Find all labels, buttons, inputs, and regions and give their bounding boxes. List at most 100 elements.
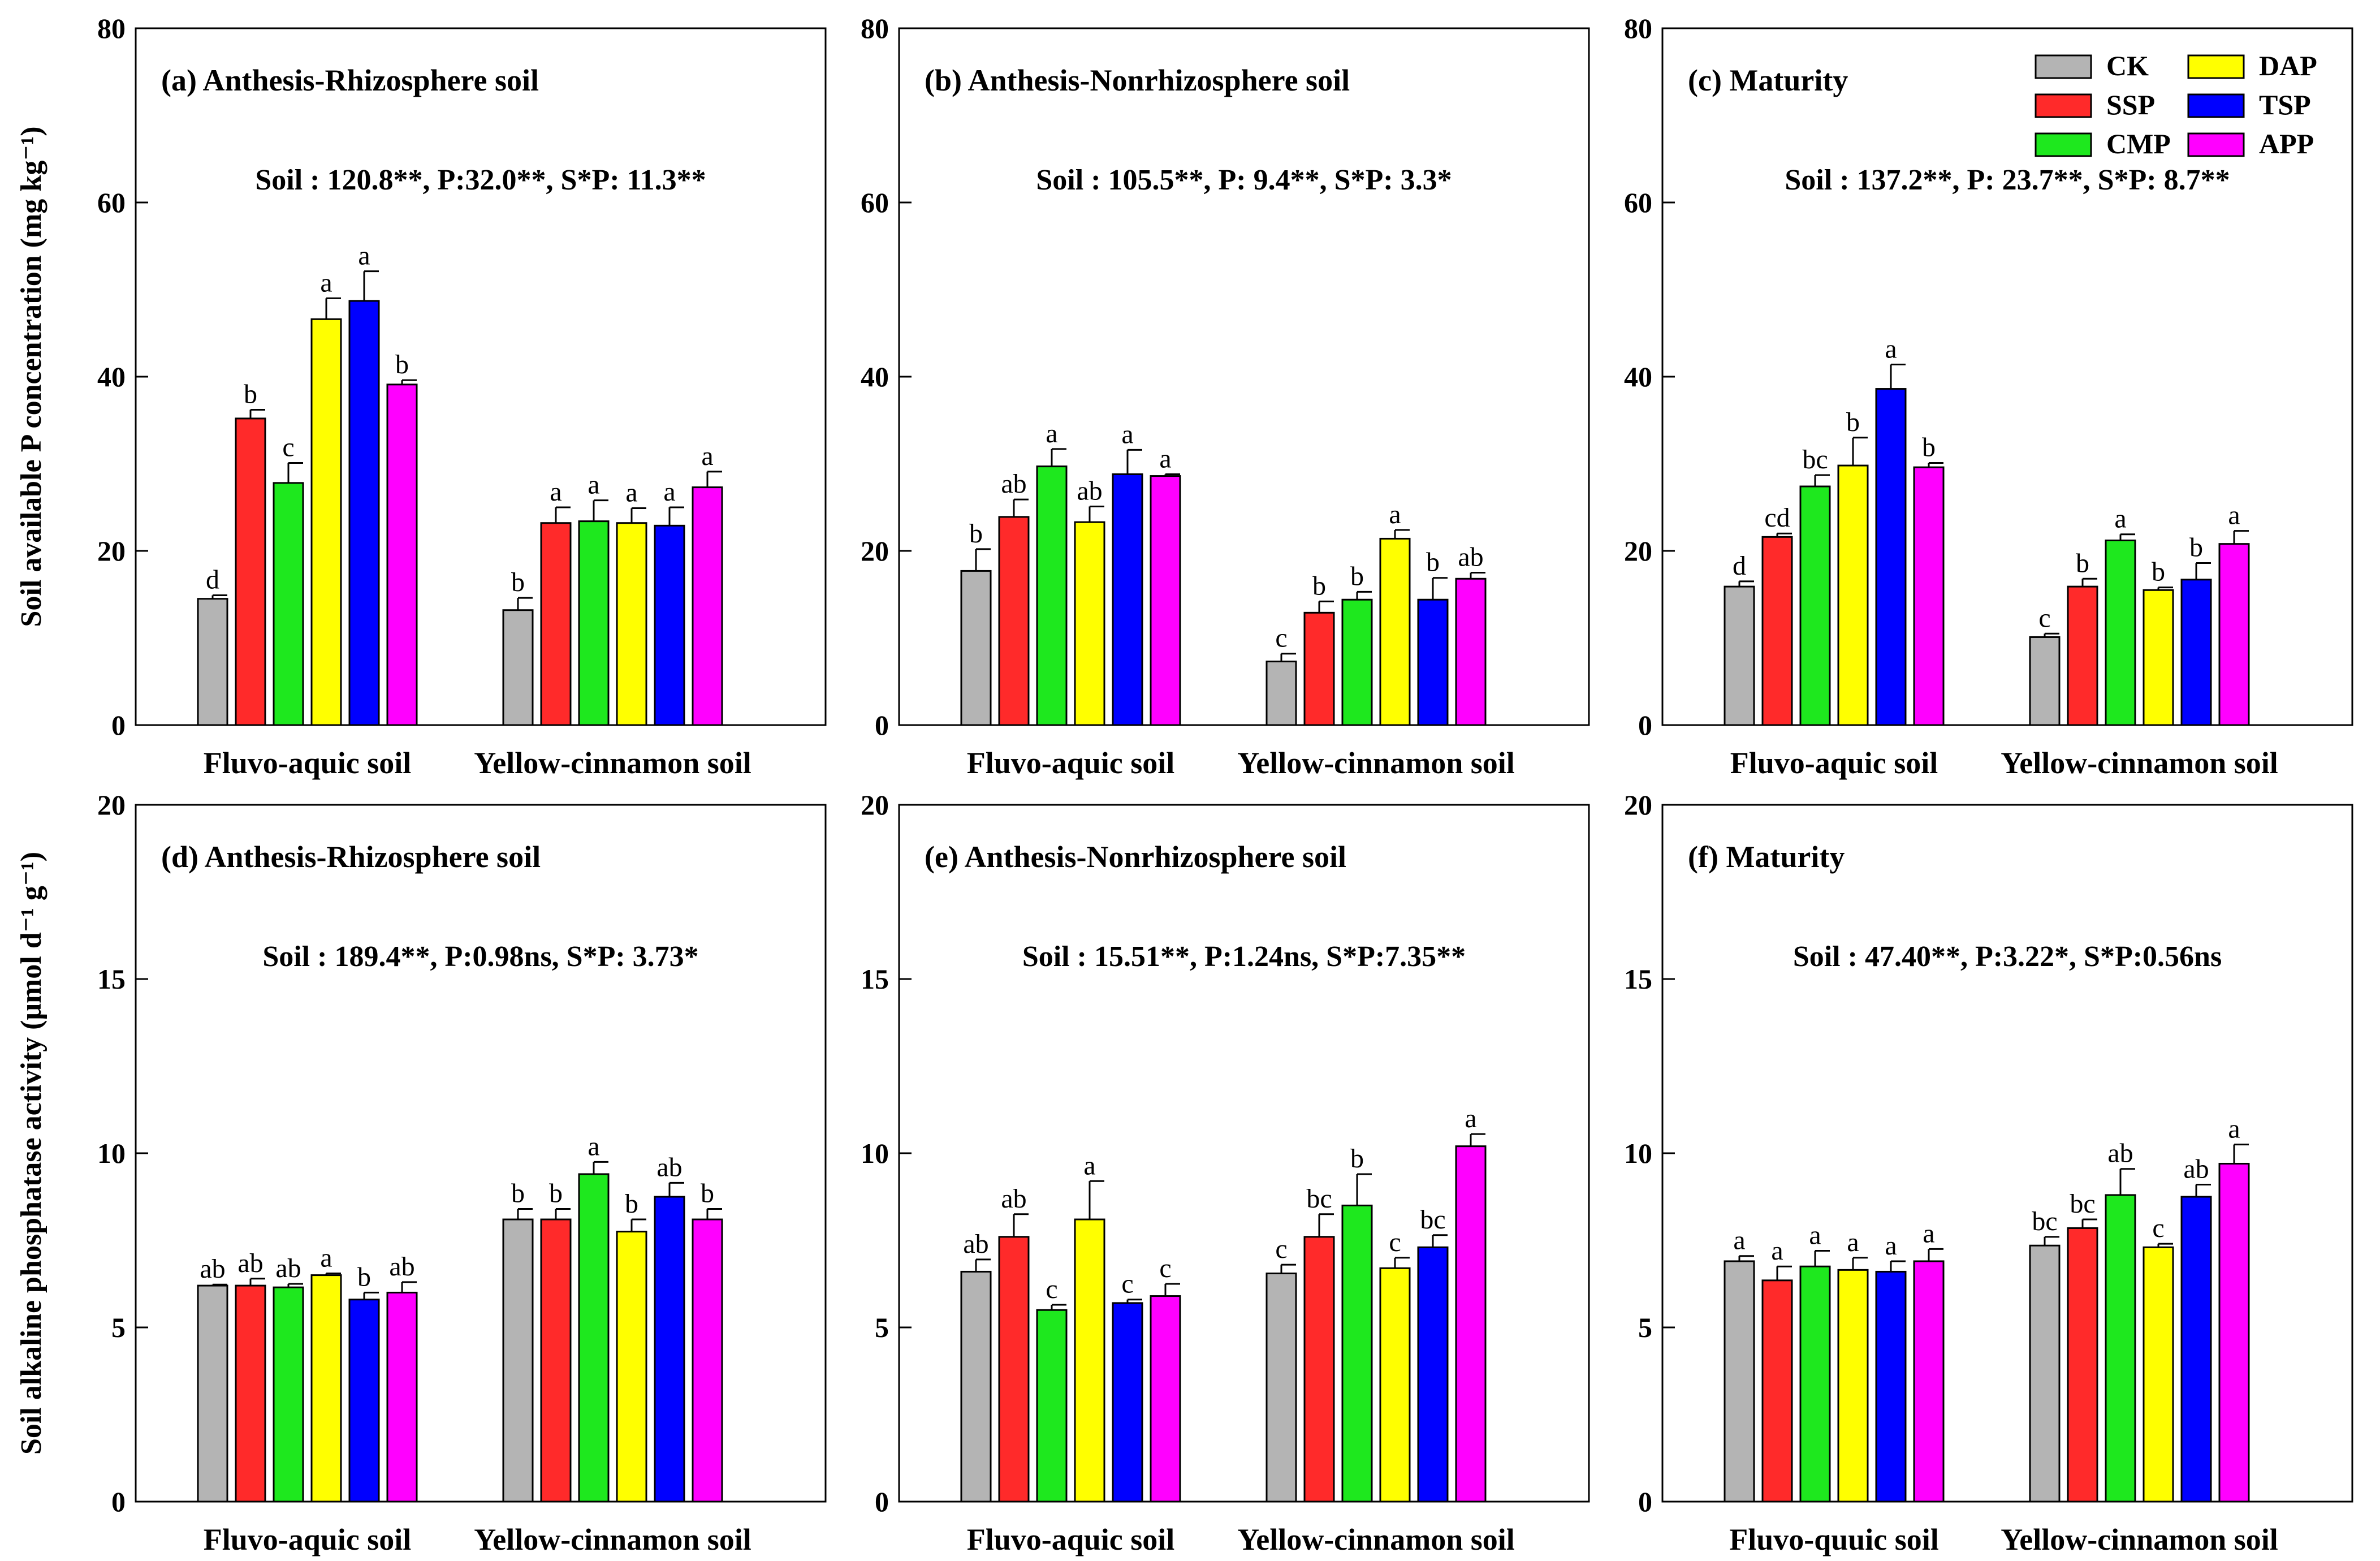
- significance-letter: a: [1885, 334, 1897, 364]
- significance-letter: cd: [1764, 503, 1790, 533]
- bar-cmp: [1341, 598, 1373, 726]
- significance-letter: a: [1121, 419, 1133, 449]
- bar-tsp: [2180, 1196, 2212, 1503]
- significance-letter: a: [1159, 443, 1171, 473]
- y-tick-label: 80: [861, 12, 889, 44]
- category-label: Yellow-cinnamon soil: [1237, 1523, 1515, 1556]
- bar-ck: [1724, 585, 1755, 726]
- bar-dap: [2143, 1246, 2174, 1503]
- bar-tsp: [654, 1196, 685, 1503]
- legend-swatch: [2187, 54, 2245, 79]
- significance-letter: a: [358, 241, 370, 271]
- y-tick-label: 5: [1638, 1312, 1652, 1343]
- y-tick-label: 5: [875, 1312, 889, 1343]
- y-tick-label: 0: [111, 1486, 126, 1517]
- panel-d: 0 5 10 15 20 (d) Anthesis-Rhizosphere soil Soi…: [15, 789, 827, 1556]
- significance-letter: c: [1389, 1227, 1401, 1257]
- bar-ssp: [2067, 1227, 2098, 1503]
- bar-cmp: [273, 482, 304, 726]
- significance-letter: b: [969, 519, 983, 549]
- bar-ssp: [540, 522, 572, 726]
- y-tick-label: 10: [1624, 1137, 1652, 1169]
- category-label: Fluvo-aquic soil: [967, 746, 1175, 780]
- bar-ck: [960, 1270, 992, 1503]
- panel-title: (f) Maturity: [1688, 840, 1845, 874]
- significance-letter: b: [395, 350, 409, 380]
- y-tick-label: 60: [861, 187, 889, 218]
- panel-f: 0 5 10 15 20 (f) Maturity Soil : 47.40**, P:3.…: [1624, 789, 2353, 1556]
- bar-dap: [310, 1274, 342, 1503]
- y-tick-label: 5: [111, 1312, 126, 1343]
- legend-label: SSP: [2106, 89, 2155, 120]
- bar-ck: [1265, 661, 1297, 726]
- significance-letter: b: [2076, 548, 2089, 578]
- significance-letter: b: [357, 1262, 371, 1292]
- significance-letter: bc: [2032, 1206, 2057, 1236]
- bar-ck: [502, 609, 534, 726]
- bar-ck: [502, 1218, 534, 1503]
- y-tick-label: 40: [861, 361, 889, 393]
- bar-app: [1913, 1260, 1945, 1503]
- bar-app: [2218, 543, 2250, 726]
- significance-letter: bc: [1420, 1205, 1445, 1235]
- bar-tsp: [1875, 1270, 1907, 1503]
- significance-letter: b: [1846, 407, 1860, 437]
- significance-letter: bc: [2070, 1189, 2095, 1219]
- panel-title: (c) Maturity: [1688, 63, 1848, 97]
- significance-letter: a: [2228, 501, 2240, 531]
- bar-cmp: [2105, 1194, 2136, 1503]
- legend-entry-ssp: SSP: [2035, 89, 2155, 120]
- y-tick-label: 40: [1624, 361, 1652, 393]
- bar-app: [1913, 466, 1945, 726]
- stats-annotation: Soil : 105.5**, P: 9.4**, S*P: 3.3*: [1036, 164, 1452, 196]
- panel-c: 0 20 40 60 80 (c) Maturity Soil : 137.2**, P: …: [1624, 12, 2353, 780]
- y-tick-label: 0: [875, 709, 889, 741]
- bar-ck: [1265, 1273, 1297, 1503]
- significance-letter: c: [1159, 1253, 1171, 1283]
- category-label: Yellow-cinnamon soil: [2001, 1523, 2278, 1556]
- stats-annotation: Soil : 47.40**, P:3.22*, S*P:0.56ns: [1793, 941, 2222, 973]
- legend-entry-tsp: TSP: [2187, 89, 2311, 120]
- bar-ck: [1724, 1260, 1755, 1503]
- y-tick-label: 10: [861, 1137, 889, 1169]
- significance-letter: ab: [237, 1248, 263, 1278]
- bar-cmp: [578, 1173, 610, 1503]
- panels: 0 20 40 60 80 (a) Anthesis-Rhizosphere soil So…: [15, 12, 2353, 1556]
- bar-dap: [1379, 1267, 1411, 1503]
- bar-dap: [1074, 1218, 1105, 1503]
- bar-app: [1150, 475, 1181, 726]
- y-tick-label: 20: [861, 535, 889, 567]
- significance-letter: a: [2114, 504, 2126, 534]
- category-label: Fluvo-aquic soil: [204, 746, 412, 780]
- significance-letter: c: [2152, 1213, 2164, 1243]
- y-axis-label: Soil alkaline phosphatase activity (μmol…: [15, 852, 47, 1455]
- bar-tsp: [1417, 598, 1449, 726]
- y-axis-label: Soil available P concentration (mg kg⁻¹): [15, 126, 47, 627]
- bar-ssp: [235, 1284, 266, 1503]
- legend-swatch: [2035, 54, 2092, 79]
- legend: CK DAP SSP TSP CMP APP: [2035, 50, 2317, 159]
- bar-ssp: [1303, 611, 1335, 726]
- y-tick-label: 60: [97, 187, 126, 218]
- significance-letter: a: [1465, 1103, 1476, 1133]
- stats-annotation: Soil : 137.2**, P: 23.7**, S*P: 8.7**: [1785, 164, 2230, 196]
- bar-cmp: [1036, 465, 1068, 726]
- bar-ck: [197, 598, 228, 726]
- bar-tsp: [1112, 1302, 1143, 1503]
- significance-letter: c: [1046, 1274, 1057, 1304]
- bar-cmp: [1799, 485, 1831, 726]
- significance-letter: ab: [1001, 469, 1026, 499]
- y-tick-label: 20: [1624, 535, 1652, 567]
- significance-letter: a: [701, 441, 713, 471]
- bar-tsp: [1875, 388, 1907, 726]
- panel-a: 0 20 40 60 80 (a) Anthesis-Rhizosphere soil So…: [15, 12, 827, 780]
- legend-label: TSP: [2259, 89, 2311, 120]
- legend-swatch: [2035, 132, 2092, 157]
- significance-letter: a: [588, 470, 599, 500]
- legend-entry-ck: CK: [2035, 50, 2149, 81]
- significance-letter: d: [1733, 551, 1746, 581]
- bar-tsp: [348, 300, 380, 726]
- bar-app: [1150, 1295, 1181, 1503]
- bar-ssp: [998, 516, 1030, 726]
- significance-letter: b: [1350, 1144, 1364, 1174]
